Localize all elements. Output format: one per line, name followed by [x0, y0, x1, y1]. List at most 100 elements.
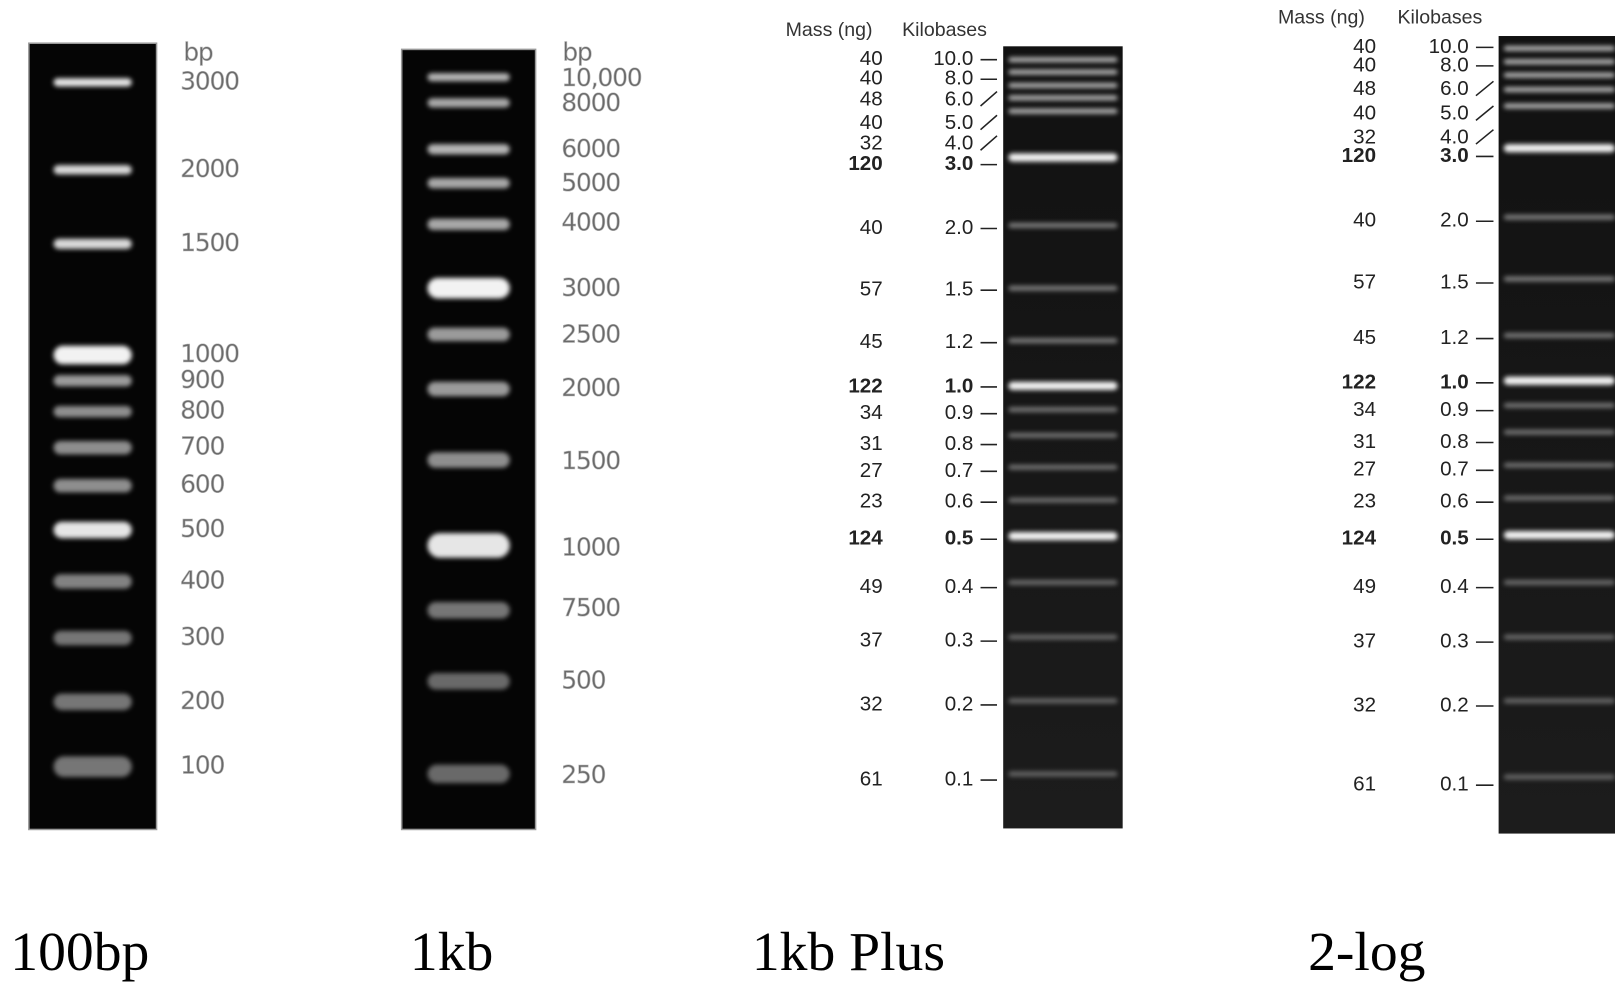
mass-label: 37 — [1353, 630, 1376, 653]
mass-label: 27 — [1353, 458, 1376, 481]
size-label: 2.0 — [945, 216, 974, 239]
size-label: 4.0 — [945, 132, 974, 155]
size-label: 8.0 — [1440, 53, 1469, 76]
mass-label: 32 — [860, 132, 883, 155]
band — [54, 522, 132, 538]
size-label: 1000 — [561, 533, 620, 562]
mass-label: 40 — [1353, 53, 1376, 76]
band — [1008, 532, 1117, 540]
mass-label: 57 — [860, 278, 883, 301]
band — [427, 382, 509, 396]
band — [1504, 46, 1615, 51]
band — [1008, 382, 1117, 390]
size-label: 0.2 — [1440, 693, 1469, 716]
size-label: 500 — [561, 665, 605, 694]
size-label: 2000 — [180, 154, 239, 183]
size-label: 8000 — [561, 88, 620, 117]
size-label: 300 — [180, 622, 224, 651]
band — [1008, 83, 1117, 88]
size-label: 0.4 — [945, 575, 974, 598]
band — [1504, 463, 1615, 468]
band — [1504, 496, 1615, 501]
band — [1008, 69, 1117, 74]
band — [1008, 634, 1117, 639]
tick — [981, 136, 997, 150]
band — [1008, 338, 1117, 343]
size-label: 700 — [180, 432, 224, 461]
size-label: 250 — [561, 760, 605, 789]
size-label: 500 — [180, 514, 224, 543]
mass-label: 32 — [860, 692, 883, 715]
size-label: 1500 — [180, 228, 239, 257]
band — [1504, 531, 1615, 539]
size-label: 1.5 — [945, 278, 974, 301]
size-label: 1000 — [180, 339, 239, 368]
band — [427, 219, 509, 230]
band — [54, 631, 132, 645]
mass-label: 45 — [1353, 326, 1376, 349]
mass-label: 61 — [1353, 773, 1376, 796]
band — [1008, 286, 1117, 291]
band — [1504, 144, 1615, 152]
mass-label: 120 — [848, 152, 882, 175]
tick — [1476, 130, 1494, 144]
size-label: 0.7 — [1440, 458, 1469, 481]
page: {"ladders": [ {"name": "100bp", "unit": … — [0, 0, 1615, 990]
band — [1504, 87, 1615, 92]
mass-label: 37 — [860, 629, 883, 652]
mass-label: 57 — [1353, 270, 1376, 293]
mass-label: 122 — [848, 374, 882, 397]
size-label: 6.0 — [1440, 77, 1469, 100]
band — [1008, 771, 1117, 776]
unit-label: bp — [183, 38, 213, 67]
mass-label: 48 — [860, 87, 883, 110]
mass-label: 32 — [1353, 693, 1376, 716]
size-label: 6000 — [561, 134, 620, 163]
mass-label: 31 — [860, 432, 883, 455]
band — [427, 278, 509, 299]
band — [1504, 333, 1615, 338]
mass-label: 34 — [1353, 398, 1376, 421]
size-label: 1.0 — [1440, 370, 1469, 393]
gel-lane — [402, 49, 536, 829]
mass-label: 124 — [848, 527, 883, 550]
mass-label: 122 — [1342, 370, 1376, 393]
size-label: 800 — [180, 396, 224, 425]
band — [427, 178, 509, 188]
band — [54, 375, 132, 386]
size-label: 3000 — [561, 273, 620, 302]
column-header: Mass (ng) — [1278, 7, 1365, 29]
band — [1008, 109, 1117, 114]
band — [1008, 95, 1117, 100]
band — [427, 144, 509, 154]
band — [1504, 215, 1615, 220]
band — [54, 346, 132, 365]
size-label: 0.3 — [945, 629, 974, 652]
mass-label: 49 — [1353, 575, 1376, 598]
size-label: 1.0 — [945, 374, 974, 397]
size-label: 0.5 — [945, 527, 974, 550]
size-label: 2500 — [561, 319, 620, 348]
size-label: 1500 — [561, 446, 620, 475]
band — [1008, 465, 1117, 470]
band — [427, 533, 509, 558]
band — [1504, 377, 1615, 385]
mass-label: 49 — [860, 575, 883, 598]
band — [54, 78, 132, 86]
size-label: 1.2 — [945, 330, 974, 353]
band — [54, 694, 132, 710]
size-label: 5.0 — [945, 111, 974, 134]
mass-label: 40 — [1353, 209, 1376, 232]
tick — [1476, 106, 1494, 120]
band — [1008, 498, 1117, 503]
band — [1008, 223, 1117, 228]
size-label: 0.7 — [945, 459, 974, 482]
band — [54, 574, 132, 588]
band — [1504, 634, 1615, 639]
tick — [1476, 81, 1494, 95]
ladder-name: 2-log — [1308, 921, 1425, 983]
column-header: Kilobases — [1398, 7, 1483, 29]
size-label: 0.2 — [945, 692, 974, 715]
unit-label: bp — [562, 38, 592, 67]
tick — [981, 115, 997, 129]
